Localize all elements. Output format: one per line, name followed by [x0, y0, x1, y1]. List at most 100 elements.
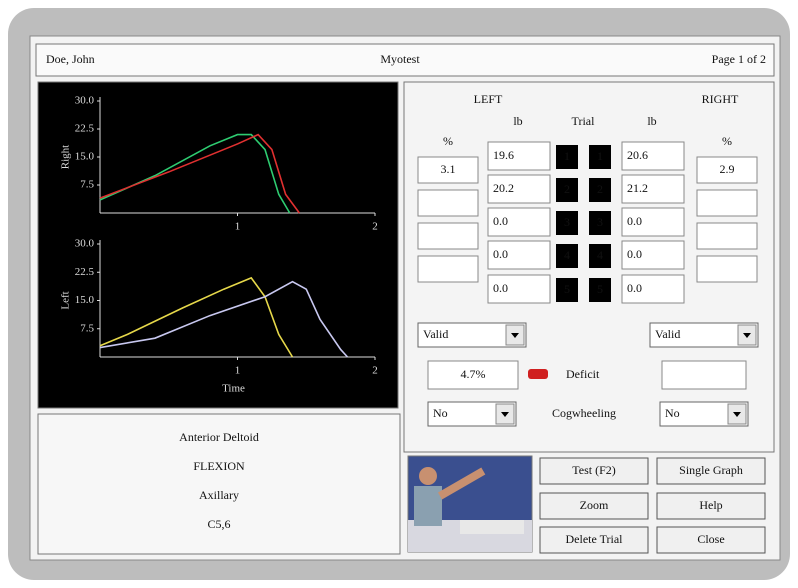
- data-line: [99, 133, 291, 214]
- right-lb: 0.0: [627, 214, 642, 228]
- trial-header: Trial: [572, 114, 596, 128]
- left-pct-empty-box: [417, 255, 479, 283]
- x-tick-label: 2: [372, 365, 378, 377]
- right-trial: 5: [597, 282, 603, 296]
- left-title: LEFT: [474, 92, 503, 106]
- button[interactable]: Zoom: [539, 492, 649, 520]
- deficit-arrow: [528, 369, 548, 379]
- button-label: Close: [697, 532, 724, 546]
- right-lb: 0.0: [627, 281, 642, 295]
- page-indicator: Page 1 of 2: [712, 52, 766, 66]
- button-face[interactable]: [539, 492, 649, 520]
- cog-left-arrow: [501, 412, 509, 417]
- left-trial: 5: [564, 282, 570, 296]
- right-lb-box[interactable]: [621, 141, 685, 171]
- root: C5,6: [207, 517, 230, 531]
- left-trial-box: [556, 178, 578, 202]
- cog-left-value: No: [433, 406, 448, 420]
- y-tick-label: 7.5: [80, 322, 94, 334]
- right-trial: 1: [597, 149, 603, 163]
- cog-label: Cogwheeling: [552, 406, 616, 420]
- button-face[interactable]: [656, 457, 766, 485]
- button[interactable]: Single Graph: [656, 457, 766, 485]
- left-pct-box: [417, 156, 479, 184]
- button[interactable]: Close: [656, 526, 766, 554]
- left-validity[interactable]: Valid: [417, 322, 527, 348]
- cog-right[interactable]: No: [659, 401, 749, 427]
- left-lb-header: lb: [513, 114, 522, 128]
- button[interactable]: Help: [656, 492, 766, 520]
- right-trial: 4: [597, 248, 603, 262]
- y-axis-label: Right: [60, 145, 72, 169]
- right-trial: 2: [597, 182, 603, 196]
- button-face[interactable]: [539, 457, 649, 485]
- right-lb: 20.6: [627, 148, 648, 162]
- right-pct-empty-box: [696, 255, 758, 283]
- photo-patient: [460, 520, 524, 534]
- right-lb: 21.2: [627, 181, 648, 195]
- button-face[interactable]: [539, 526, 649, 554]
- left-trial: 1: [564, 149, 570, 163]
- cog-right-arrow: [733, 412, 741, 417]
- right-lb-header: lb: [647, 114, 656, 128]
- button[interactable]: Delete Trial: [539, 526, 649, 554]
- data-line: [99, 276, 294, 358]
- right-lb-box[interactable]: [621, 207, 685, 237]
- left-lb-box[interactable]: [487, 174, 551, 204]
- right-pct: 2.9: [720, 162, 735, 176]
- left-trial: 2: [564, 182, 570, 196]
- button[interactable]: Test (F2): [539, 457, 649, 485]
- deficit-value-box: [427, 360, 519, 390]
- line-chart: 7.5 15.0 22.5 30.0 1 2 Left Time: [60, 238, 378, 395]
- right-validity[interactable]: Valid: [649, 322, 759, 348]
- button-label: Test (F2): [572, 463, 616, 477]
- right-title: RIGHT: [702, 92, 739, 106]
- right-trial-box: [589, 278, 611, 302]
- left-lb: 0.0: [493, 214, 508, 228]
- left-lb: 20.2: [493, 181, 514, 195]
- button-face[interactable]: [656, 526, 766, 554]
- y-tick-label: 7.5: [80, 179, 94, 191]
- button-label: Single Graph: [679, 463, 743, 477]
- left-lb-box[interactable]: [487, 141, 551, 171]
- right-deficit-empty-box: [661, 360, 747, 390]
- info-panel: [37, 413, 401, 555]
- x-axis-label: Time: [222, 383, 245, 395]
- left-trial-box: [556, 211, 578, 235]
- photo-arm: [438, 467, 486, 500]
- right-lb-box[interactable]: [621, 174, 685, 204]
- left-lb-box[interactable]: [487, 207, 551, 237]
- right-lb-box[interactable]: [621, 274, 685, 304]
- left-trial: 4: [564, 248, 570, 262]
- right-validity-value: Valid: [655, 327, 680, 341]
- right-lb-box[interactable]: [621, 240, 685, 270]
- right-lb: 0.0: [627, 247, 642, 261]
- photo-body: [414, 486, 442, 526]
- button-face[interactable]: [656, 492, 766, 520]
- button-label: Help: [699, 498, 722, 512]
- header-bar: [35, 43, 775, 77]
- left-pct-empty-box: [417, 222, 479, 250]
- right-validity-arrow: [743, 333, 751, 338]
- cog-left[interactable]: No: [427, 401, 517, 427]
- right-pct-empty-box: [696, 222, 758, 250]
- y-tick-label: 15.0: [75, 151, 95, 163]
- right-trial: 3: [597, 215, 603, 229]
- left-validity-value: Valid: [423, 327, 448, 341]
- left-pct-header: %: [443, 134, 453, 148]
- data-line: [99, 280, 349, 358]
- left-lb-box[interactable]: [487, 240, 551, 270]
- motion: FLEXION: [193, 459, 245, 473]
- deficit-label: Deficit: [566, 367, 600, 381]
- app-title: Myotest: [380, 52, 420, 66]
- left-trial-box: [556, 244, 578, 268]
- left-trial-box: [556, 145, 578, 169]
- patient-name: Doe, John: [46, 52, 95, 66]
- photo: [407, 455, 533, 553]
- left-validity-arrow: [511, 333, 519, 338]
- right-pct-box: [696, 156, 758, 184]
- left-lb-box[interactable]: [487, 274, 551, 304]
- line-chart: 7.5 15.0 22.5 30.0 1 2 Right: [60, 95, 378, 233]
